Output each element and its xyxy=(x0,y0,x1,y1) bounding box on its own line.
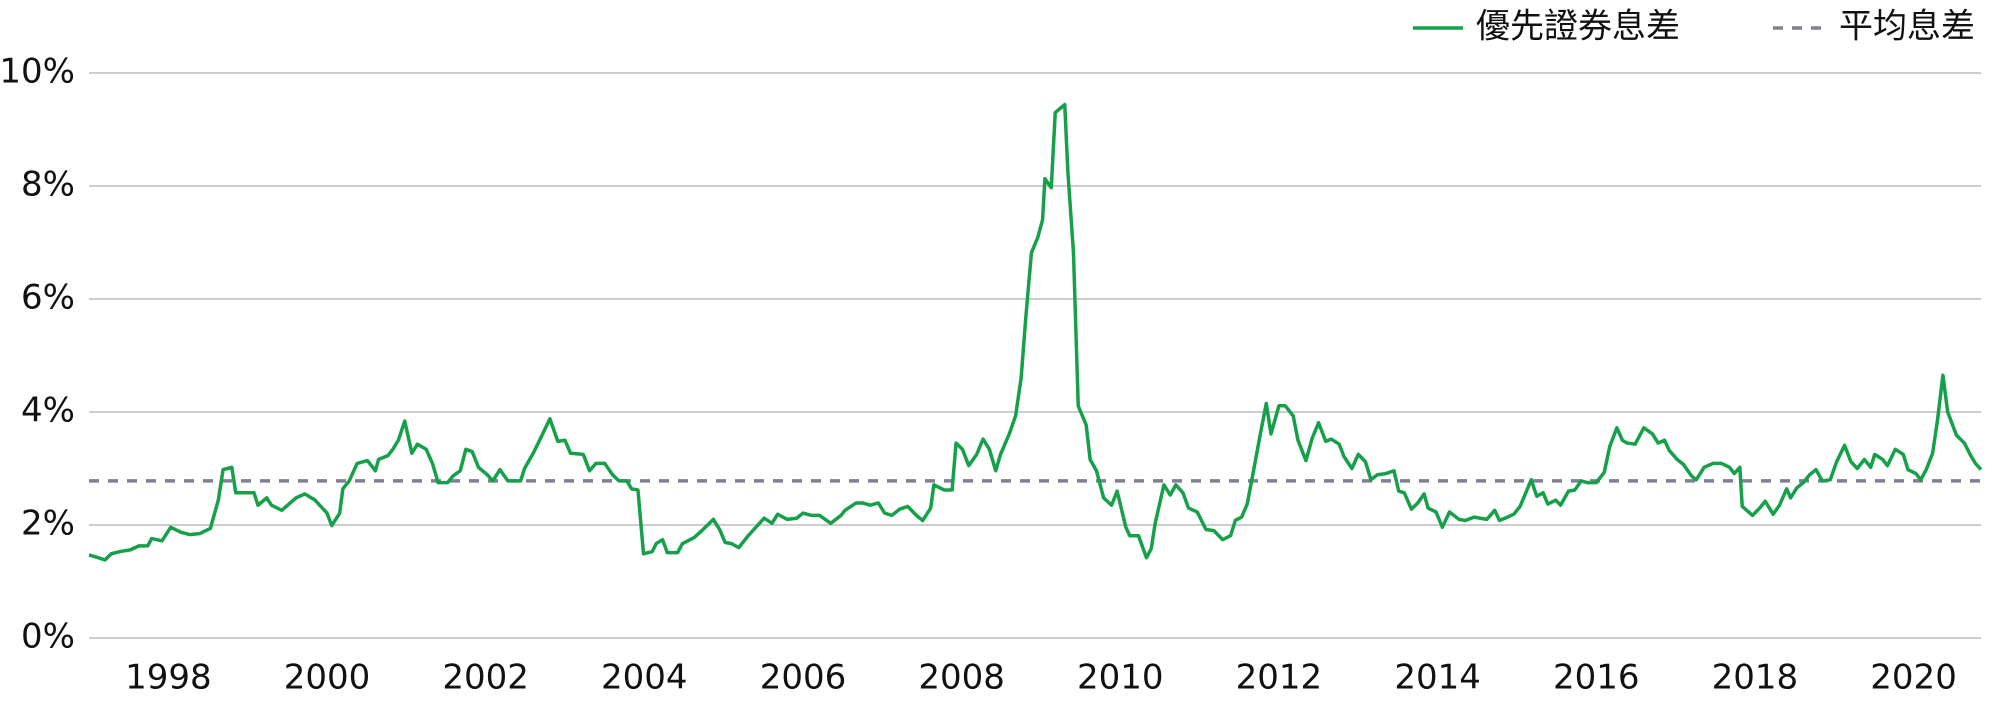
legend-label: 平均息差 xyxy=(1839,7,1975,47)
y-tick-label: 0% xyxy=(21,617,75,657)
y-tick-label: 8% xyxy=(21,165,75,205)
series-line xyxy=(88,102,1983,562)
x-tick-label: 2014 xyxy=(1394,658,1481,698)
y-tick-label: 10% xyxy=(0,52,75,92)
x-tick-label: 2002 xyxy=(442,658,529,698)
x-tick-label: 2000 xyxy=(284,658,371,698)
x-tick-label: 2008 xyxy=(918,658,1005,698)
y-tick-label: 2% xyxy=(21,504,75,544)
legend-label: 優先證券息差 xyxy=(1476,7,1680,47)
x-tick-label: 1998 xyxy=(125,658,212,698)
x-tick-label: 2020 xyxy=(1870,658,1957,698)
x-tick-label: 2004 xyxy=(601,658,688,698)
y-tick-label: 4% xyxy=(21,391,75,431)
y-tick-label: 6% xyxy=(21,278,75,318)
x-tick-label: 2018 xyxy=(1712,658,1799,698)
x-tick-label: 2006 xyxy=(760,658,847,698)
x-tick-label: 2012 xyxy=(1236,658,1323,698)
x-tick-label: 2016 xyxy=(1553,658,1640,698)
x-tick-label: 2010 xyxy=(1077,658,1164,698)
